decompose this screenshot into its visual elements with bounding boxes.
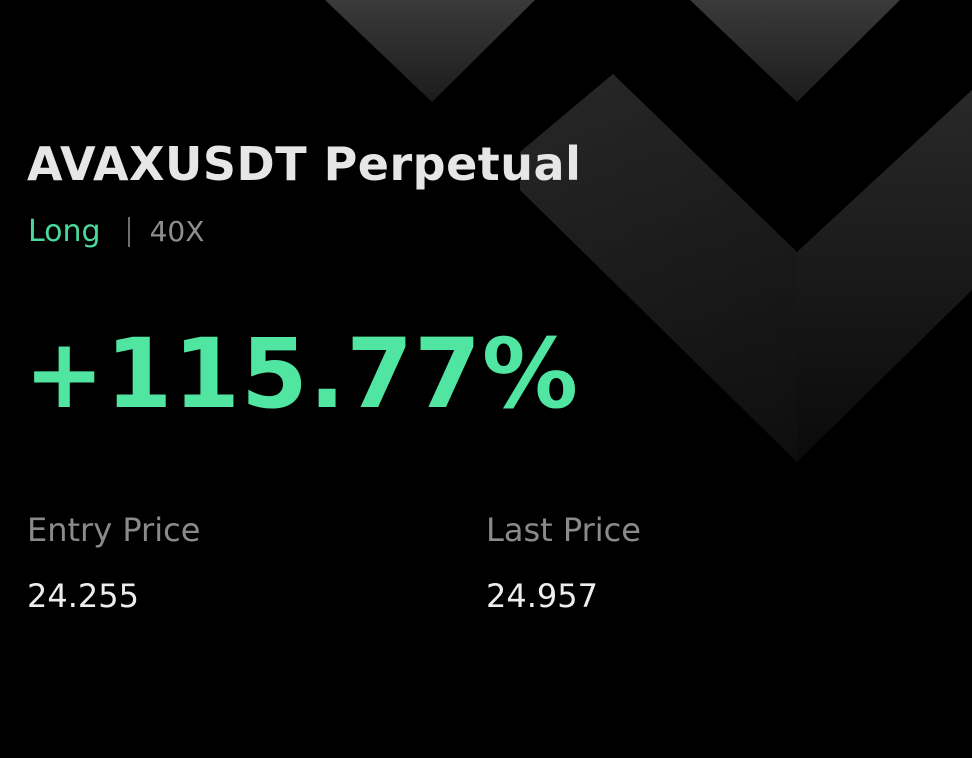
entry-price-value: 24.255 bbox=[27, 577, 139, 615]
pnl-percentage: +115.77% bbox=[24, 318, 580, 430]
chevron-shape-top-left bbox=[325, 0, 535, 102]
last-price-label: Last Price bbox=[486, 511, 641, 549]
position-meta-row: Long 40X bbox=[28, 210, 204, 254]
position-side-label: Long bbox=[28, 214, 101, 249]
chevron-shape-shadow bbox=[520, 74, 797, 462]
entry-price-label: Entry Price bbox=[27, 511, 201, 549]
chevron-shape-top-right bbox=[690, 0, 900, 102]
contract-title: AVAXUSDT Perpetual bbox=[27, 137, 582, 191]
leverage-label: 40X bbox=[149, 215, 205, 248]
last-price-value: 24.957 bbox=[486, 577, 598, 615]
meta-divider bbox=[127, 217, 130, 247]
